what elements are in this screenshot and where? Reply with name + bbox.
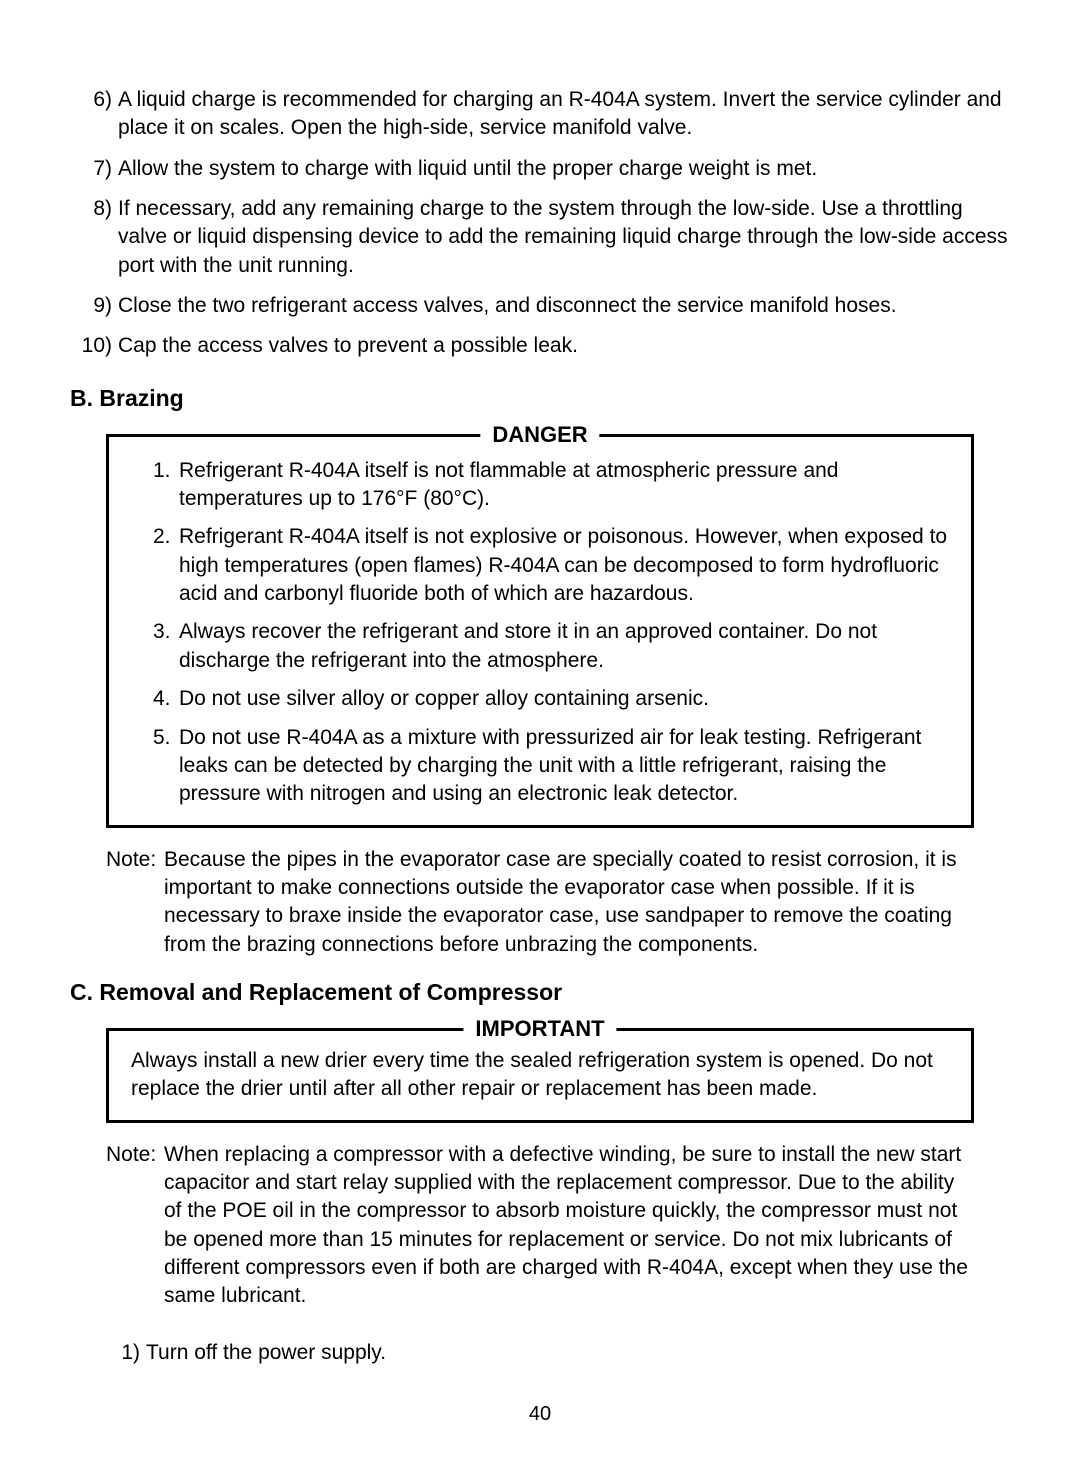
- danger-item-4: 4. Do not use silver alloy or copper all…: [153, 685, 955, 713]
- danger-item-2: 2. Refrigerant R-404A itself is not expl…: [153, 523, 955, 608]
- danger-title: DANGER: [480, 422, 599, 448]
- step-number: 9): [70, 292, 118, 320]
- danger-item-number: 5.: [153, 724, 179, 809]
- step-10: 10) Cap the access valves to prevent a p…: [70, 332, 1010, 360]
- note-label: Note:: [106, 1141, 164, 1311]
- danger-item-text: Always recover the refrigerant and store…: [179, 618, 955, 675]
- final-step-1: 1) Turn off the power supply.: [98, 1339, 1010, 1367]
- note-text: Because the pipes in the evaporator case…: [164, 846, 974, 959]
- step-text: Close the two refrigerant access valves,…: [118, 292, 1010, 320]
- step-8: 8) If necessary, add any remaining charg…: [70, 195, 1010, 280]
- danger-item-number: 4.: [153, 685, 179, 713]
- important-title: IMPORTANT: [463, 1016, 616, 1042]
- danger-item-text: Refrigerant R-404A itself is not explosi…: [179, 523, 955, 608]
- step-text: Turn off the power supply.: [146, 1339, 1010, 1367]
- step-number: 8): [70, 195, 118, 280]
- section-b-heading: B. Brazing: [70, 385, 1010, 412]
- step-text: A liquid charge is recommended for charg…: [118, 86, 1010, 143]
- danger-item-number: 1.: [153, 457, 179, 514]
- step-number: 1): [98, 1339, 146, 1367]
- note-compressor: Note: When replacing a compressor with a…: [106, 1141, 974, 1311]
- danger-item-number: 3.: [153, 618, 179, 675]
- step-number: 6): [70, 86, 118, 143]
- step-text: If necessary, add any remaining charge t…: [118, 195, 1010, 280]
- step-6: 6) A liquid charge is recommended for ch…: [70, 86, 1010, 143]
- danger-item-text: Do not use R-404A as a mixture with pres…: [179, 724, 955, 809]
- section-c-heading: C. Removal and Replacement of Compressor: [70, 979, 1010, 1006]
- danger-item-text: Refrigerant R-404A itself is not flammab…: [179, 457, 955, 514]
- step-text: Cap the access valves to prevent a possi…: [118, 332, 1010, 360]
- danger-body: 1. Refrigerant R-404A itself is not flam…: [153, 457, 955, 809]
- step-text: Allow the system to charge with liquid u…: [118, 155, 1010, 183]
- danger-item-number: 2.: [153, 523, 179, 608]
- step-number: 10): [70, 332, 118, 360]
- note-brazing: Note: Because the pipes in the evaporato…: [106, 846, 974, 959]
- final-steps-list: 1) Turn off the power supply.: [70, 1339, 1010, 1367]
- danger-item-text: Do not use silver alloy or copper alloy …: [179, 685, 955, 713]
- step-7: 7) Allow the system to charge with liqui…: [70, 155, 1010, 183]
- page-number: 40: [70, 1403, 1010, 1426]
- danger-item-1: 1. Refrigerant R-404A itself is not flam…: [153, 457, 955, 514]
- step-number: 7): [70, 155, 118, 183]
- note-label: Note:: [106, 846, 164, 959]
- danger-item-3: 3. Always recover the refrigerant and st…: [153, 618, 955, 675]
- note-text: When replacing a compressor with a defec…: [164, 1141, 974, 1311]
- danger-item-5: 5. Do not use R-404A as a mixture with p…: [153, 724, 955, 809]
- important-callout: IMPORTANT Always install a new drier eve…: [106, 1028, 974, 1123]
- top-steps-list: 6) A liquid charge is recommended for ch…: [70, 86, 1010, 361]
- danger-callout: DANGER 1. Refrigerant R-404A itself is n…: [106, 434, 974, 828]
- important-body: Always install a new drier every time th…: [131, 1047, 953, 1104]
- step-9: 9) Close the two refrigerant access valv…: [70, 292, 1010, 320]
